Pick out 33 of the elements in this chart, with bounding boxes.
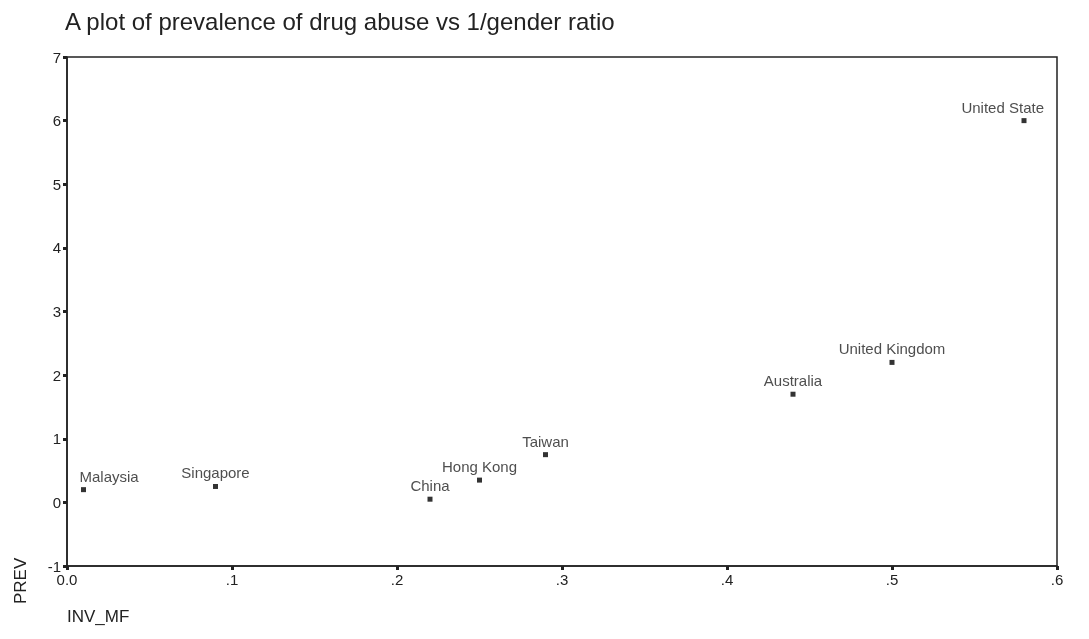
point <box>889 359 895 365</box>
point <box>81 487 86 493</box>
x-tick-label: .6 <box>1050 571 1064 588</box>
point <box>1021 118 1027 124</box>
x-tick-label: .2 <box>390 571 404 588</box>
y-tick-label: 3 <box>52 303 61 320</box>
y-tick-label: 2 <box>52 366 61 384</box>
annotation: Taiwan <box>522 432 569 450</box>
annotation: Australia <box>763 372 823 390</box>
point <box>790 391 796 397</box>
y-tick-label: 7 <box>52 48 61 66</box>
y-tick-label: 1 <box>52 430 61 448</box>
y-tick-label: 0 <box>52 493 61 511</box>
x-axis-title: INV_MF <box>67 607 130 626</box>
point <box>213 483 218 489</box>
annotation: Malaysia <box>79 467 140 485</box>
annotation: China <box>410 477 451 495</box>
annotation: Singapore <box>181 464 250 482</box>
y-tick-label: 5 <box>52 175 61 193</box>
x-tick-label: .3 <box>555 571 569 588</box>
y-tick-label: 4 <box>52 239 61 257</box>
annotation: United State <box>961 98 1044 116</box>
annotation: United Kingdom <box>838 340 946 358</box>
y-axis-title: PREV <box>11 557 30 604</box>
x-tick-label: .4 <box>720 571 734 588</box>
annotation: Hong Kong <box>441 458 518 476</box>
chart-title: A plot of prevalence of drug abuse vs 1/gender ratio <box>65 7 615 35</box>
x-tick-label: .5 <box>885 571 899 588</box>
point <box>427 496 433 502</box>
y-tick-label: 6 <box>52 112 61 130</box>
point <box>477 477 482 483</box>
x-tick-label: .1 <box>225 571 239 588</box>
point <box>543 452 548 458</box>
